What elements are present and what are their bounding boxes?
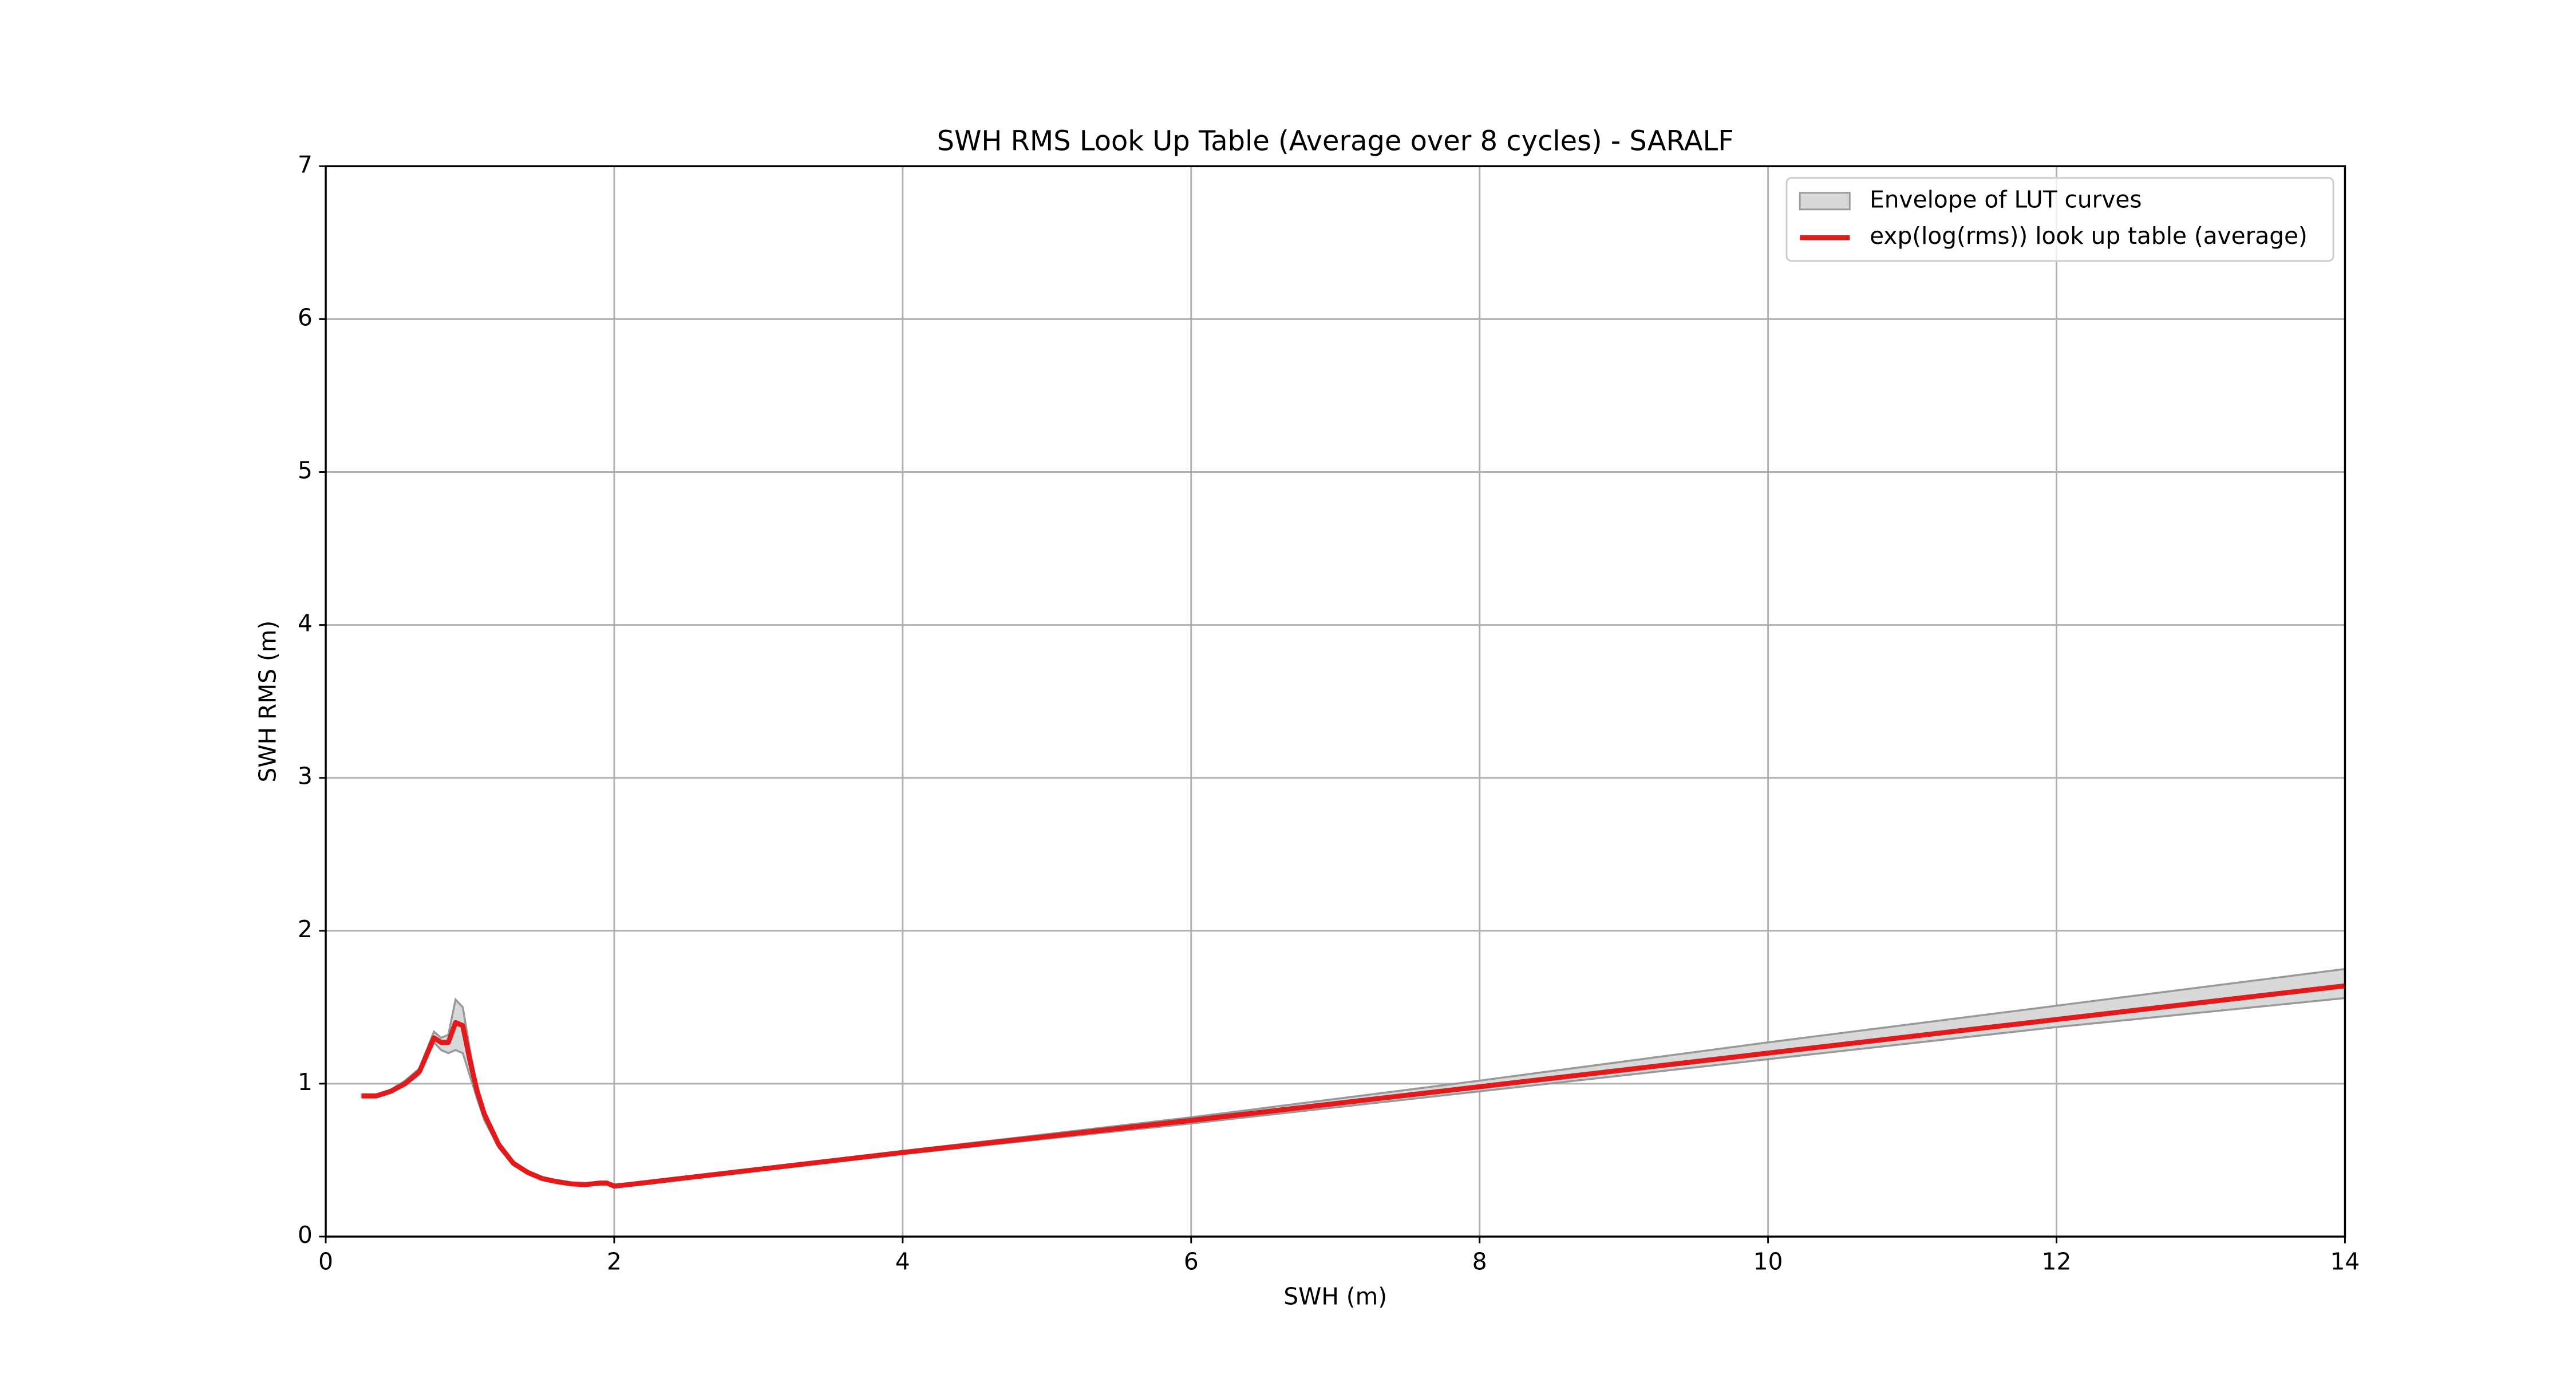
y-tick-label: 3	[298, 763, 313, 790]
x-tick-label: 4	[895, 1247, 910, 1275]
y-axis-label: SWH RMS (m)	[254, 621, 281, 783]
x-tick-label: 14	[2330, 1247, 2360, 1275]
plot-frame	[325, 165, 2346, 1238]
y-tick-label: 0	[298, 1221, 313, 1249]
legend-box	[1785, 177, 2334, 262]
legend-label: Envelope of LUT curves	[1870, 185, 2142, 213]
x-tick-label: 2	[607, 1247, 622, 1275]
y-tick-label: 4	[298, 610, 313, 637]
chart-title: SWH RMS Look Up Table (Average over 8 cy…	[937, 126, 1734, 157]
y-tick-label: 6	[298, 303, 313, 331]
x-tick-label: 12	[2042, 1247, 2072, 1275]
x-tick-label: 10	[1753, 1247, 1783, 1275]
legend-label: exp(log(rms)) look up table (average)	[1870, 222, 2308, 250]
envelope-area	[361, 968, 2346, 1188]
y-tick-label: 2	[298, 915, 313, 943]
y-tick-label: 5	[298, 457, 313, 484]
y-tick-label: 1	[298, 1068, 313, 1096]
x-tick-label: 0	[318, 1247, 333, 1275]
legend: Envelope of LUT curves exp(log(rms)) look…	[1785, 177, 2334, 262]
legend-swatch	[1799, 192, 1851, 211]
y-tick-label: 7	[298, 151, 313, 178]
x-axis-label: SWH (m)	[1283, 1282, 1387, 1310]
x-tick-label: 8	[1472, 1247, 1487, 1275]
x-tick-label: 6	[1184, 1247, 1199, 1275]
data-line	[362, 983, 2345, 1189]
